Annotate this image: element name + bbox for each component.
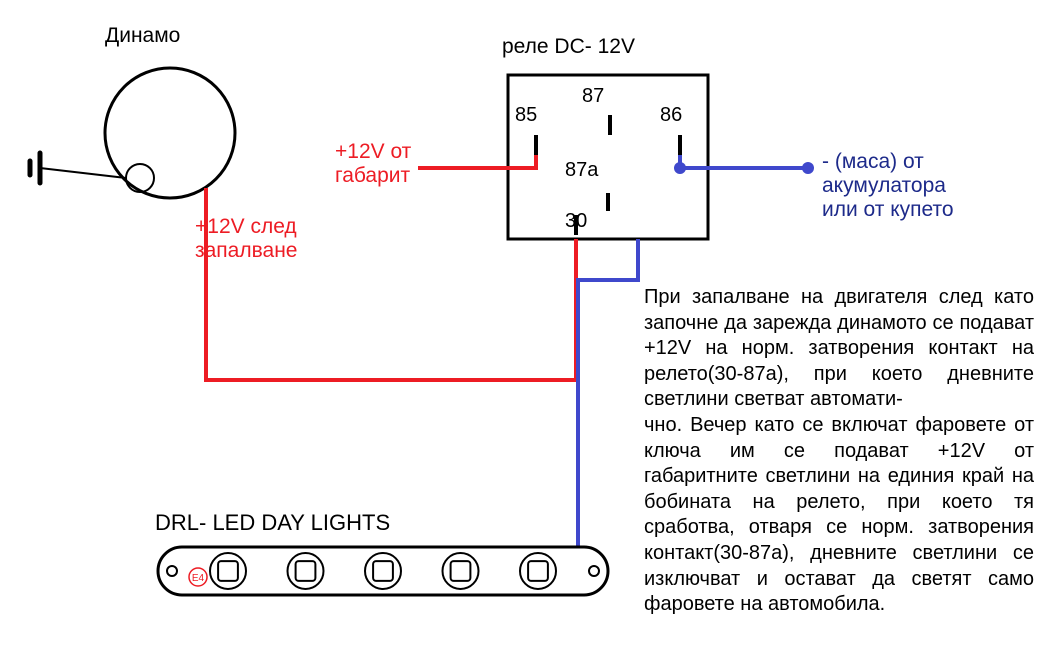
- after-ignition-label: +12V след запалване: [195, 215, 298, 263]
- dynamo-label: Динамо: [105, 24, 180, 48]
- dynamo-symbol: [30, 68, 235, 198]
- pin-85: 85: [515, 104, 537, 127]
- ground-label: - (маса) от акумулатора или от купето: [822, 150, 954, 222]
- relay-label: реле DC- 12V: [502, 35, 635, 59]
- pin-87: 87: [582, 85, 604, 108]
- drl-title: DRL- LED DAY LIGHTS: [155, 510, 390, 536]
- wire-12v-marker: [418, 155, 536, 168]
- pin-86: 86: [660, 104, 682, 127]
- e4-mark: E4: [192, 573, 205, 584]
- pin-30: 30: [565, 210, 587, 233]
- pin-87a: 87a: [565, 159, 598, 182]
- from-marker-label: +12V от габарит: [335, 140, 411, 188]
- wire-ground: [680, 155, 808, 168]
- wire-to-drl: [578, 239, 638, 547]
- drl-lights: E4: [158, 547, 608, 595]
- description-paragraph: При запалване на двигателя след като зап…: [644, 285, 1034, 618]
